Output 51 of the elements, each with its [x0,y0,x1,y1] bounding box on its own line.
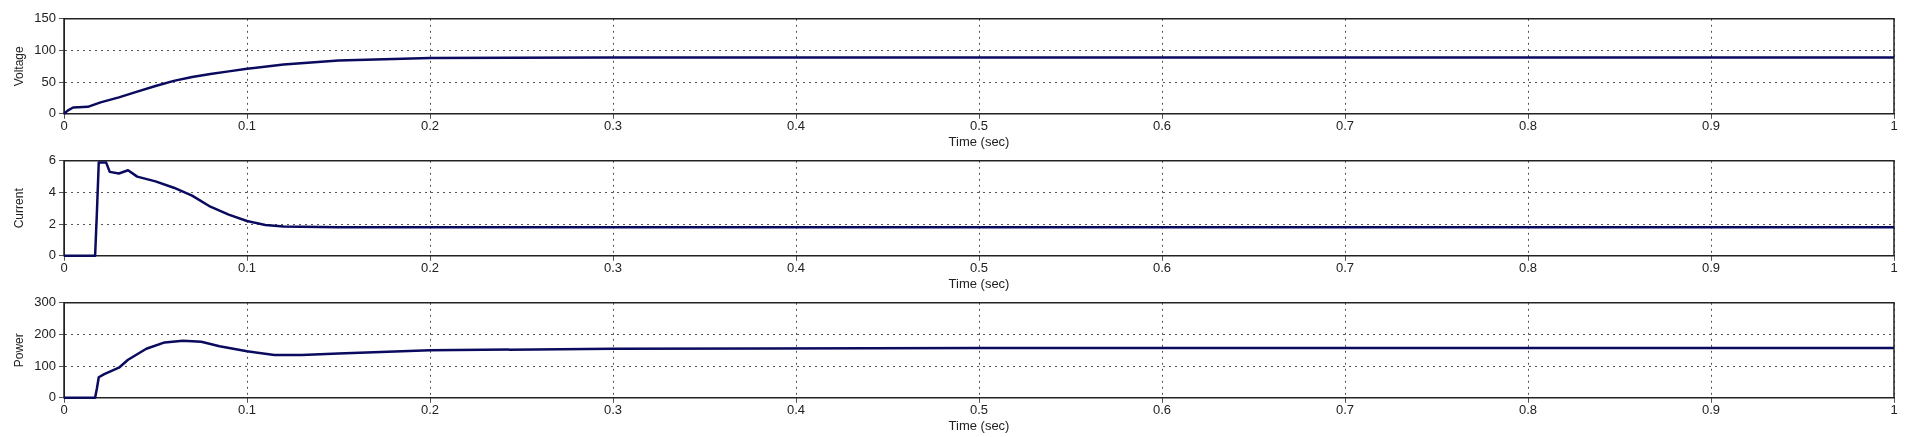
x-tick-label: 0 [60,260,68,276]
x-tick-label: 0.1 [237,118,257,134]
x-tick-label: 0.3 [603,402,623,418]
y-tick-label: 0 [48,247,56,263]
y-tick-label: 2 [48,215,56,231]
y-tick-label: 50 [41,73,56,89]
x-tick-label: 0.1 [237,260,257,276]
x-tick-label: 0.7 [1335,118,1355,134]
y-tick-label: 6 [48,152,56,168]
x-tick-label: 0.6 [1152,118,1172,134]
x-tick-label: 0.4 [786,260,806,276]
x-tick-label: 0.2 [420,260,440,276]
y-tick-label: 4 [48,184,56,200]
x-tick-label: 1 [1890,260,1898,276]
x-tick-label: 0 [60,402,68,418]
x-tick-label: 0.7 [1335,402,1355,418]
x-tick-label: 0.8 [1518,402,1538,418]
x-tick-label: 0.5 [969,118,989,134]
x-tick-label: 0.4 [786,402,806,418]
x-tick-label: 0.3 [603,260,623,276]
y-axis-title: Current [11,187,26,229]
x-tick-label: 0.5 [969,402,989,418]
x-tick-label: 1 [1890,118,1898,134]
x-tick-label: 0 [60,118,68,134]
x-tick-label: 0.3 [603,118,623,134]
x-tick-label: 0.2 [420,118,440,134]
x-tick-label: 0.1 [237,402,257,418]
x-axis-title: Time (sec) [948,417,1010,433]
x-axis-title: Time (sec) [948,275,1010,291]
y-tick-label: 200 [34,326,56,342]
y-axis-title: Voltage [11,45,26,87]
x-tick-label: 0.7 [1335,260,1355,276]
x-axis-title: Time (sec) [948,133,1010,149]
x-tick-label: 1 [1890,402,1898,418]
x-tick-label: 0.4 [786,118,806,134]
y-tick-label: 0 [48,105,56,121]
y-tick-label: 0 [48,389,56,405]
y-tick-label: 300 [34,294,56,310]
x-tick-label: 0.6 [1152,260,1172,276]
y-axis-title: Power [11,333,26,368]
x-tick-label: 0.9 [1701,118,1721,134]
y-tick-label: 150 [34,10,56,26]
x-tick-label: 0.8 [1518,260,1538,276]
x-tick-label: 0.6 [1152,402,1172,418]
x-tick-label: 0.8 [1518,118,1538,134]
x-tick-label: 0.5 [969,260,989,276]
x-tick-label: 0.9 [1701,260,1721,276]
x-tick-label: 0.9 [1701,402,1721,418]
y-tick-label: 100 [34,357,56,373]
x-tick-label: 0.2 [420,402,440,418]
y-tick-label: 100 [34,42,56,58]
